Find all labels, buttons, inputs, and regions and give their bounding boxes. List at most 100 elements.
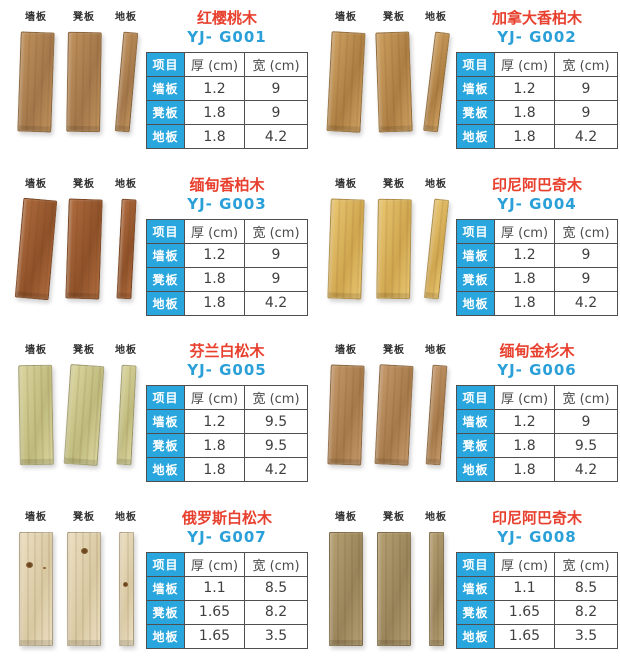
col-header-thickness: 厚 (cm) — [494, 385, 555, 410]
bench-thickness-value: 1.8 — [184, 100, 245, 125]
bench-thickness-value: 1.8 — [184, 433, 245, 458]
bench-board-column: 凳板 — [370, 335, 418, 500]
product-title: 俄罗斯白松木 — [181, 508, 272, 527]
row-label-bench: 凳板 — [146, 266, 185, 292]
floor-board-image — [425, 364, 447, 466]
bench-board-label: 凳板 — [73, 345, 95, 356]
bench-board-image — [377, 531, 411, 646]
spec-header-row: 项目 厚 (cm) 宽 (cm) — [456, 385, 618, 410]
wall-board-image — [329, 531, 363, 646]
spec-row-floor: 地板 1.8 4.2 — [456, 290, 618, 316]
row-label-bench: 凳板 — [456, 433, 495, 458]
spec-row-wall: 墙板 1.2 9 — [456, 242, 618, 268]
bench-thickness-value: 1.8 — [494, 433, 555, 458]
spec-table: 项目 厚 (cm) 宽 (cm) 墙板 1.2 9 凳板 1.8 9 地板 1.… — [456, 218, 618, 316]
product-info: 印尼阿巴奇木 YJ- G008 项目 厚 (cm) 宽 (cm) 墙板 1.1 … — [456, 500, 620, 666]
spec-row-wall: 墙板 1.2 9 — [456, 409, 618, 434]
board-photo-area: 墙板 凳板 地板 — [310, 0, 456, 167]
wall-width-value: 9 — [554, 409, 618, 434]
wall-board-image — [326, 31, 366, 133]
row-label-floor: 地板 — [456, 124, 495, 149]
floor-board-column: 地板 — [418, 169, 454, 334]
bench-thickness-value: 1.65 — [184, 599, 245, 625]
bench-board-image — [374, 364, 414, 466]
floor-board-label: 地板 — [425, 12, 447, 23]
wall-board-label: 墙板 — [335, 12, 357, 23]
floor-board-column: 地板 — [418, 502, 454, 666]
bench-width-value: 9 — [554, 100, 618, 125]
spec-table: 项目 厚 (cm) 宽 (cm) 墙板 1.2 9 凳板 1.8 9.5 地板 … — [456, 385, 618, 482]
spec-row-floor: 地板 1.8 4.2 — [146, 457, 308, 482]
floor-board-image — [118, 531, 134, 646]
row-label-floor: 地板 — [456, 290, 495, 316]
bench-width-value: 8.2 — [554, 599, 618, 625]
bench-width-value: 9 — [244, 100, 308, 125]
spec-row-bench: 凳板 1.8 9 — [146, 266, 308, 292]
spec-row-bench: 凳板 1.8 9 — [456, 266, 618, 292]
floor-board-label: 地板 — [115, 511, 137, 523]
col-header-width: 宽 (cm) — [554, 218, 618, 244]
product-info: 缅甸金杉木 YJ- G006 项目 厚 (cm) 宽 (cm) 墙板 1.2 9… — [456, 333, 620, 500]
wall-board-image — [327, 364, 365, 466]
floor-board-image — [423, 197, 449, 300]
spec-header-row: 项目 厚 (cm) 宽 (cm) — [456, 218, 618, 244]
floor-width-value: 4.2 — [554, 124, 618, 149]
product-card: 墙板 凳板 地板 加拿大香柏木 YJ- G002 项目 厚 (cm) 宽 (cm… — [310, 0, 620, 167]
col-header-width: 宽 (cm) — [244, 52, 308, 77]
col-header-item: 项目 — [146, 385, 185, 410]
spec-row-floor: 地板 1.8 4.2 — [456, 457, 618, 482]
board-photo-area: 墙板 凳板 地板 — [310, 333, 456, 500]
spec-row-floor: 地板 1.65 3.5 — [456, 623, 618, 649]
spec-row-wall: 墙板 1.2 9.5 — [146, 409, 308, 434]
product-title: 缅甸香柏木 — [189, 175, 265, 194]
bench-board-column: 凳板 — [370, 502, 418, 666]
row-label-wall: 墙板 — [456, 76, 495, 101]
row-label-floor: 地板 — [146, 290, 185, 316]
floor-board-label: 地板 — [425, 178, 447, 190]
floor-thickness-value: 1.65 — [494, 623, 555, 649]
col-header-width: 宽 (cm) — [244, 218, 308, 244]
wall-board-label: 墙板 — [25, 345, 47, 356]
col-header-thickness: 厚 (cm) — [184, 218, 245, 244]
spec-table: 项目 厚 (cm) 宽 (cm) 墙板 1.2 9 凳板 1.8 9 地板 1.… — [146, 52, 308, 149]
row-label-wall: 墙板 — [146, 242, 185, 268]
product-title: 加拿大香柏木 — [491, 9, 582, 27]
wall-width-value: 9.5 — [244, 409, 308, 434]
spec-row-floor: 地板 1.8 4.2 — [456, 124, 618, 149]
floor-thickness-value: 1.8 — [494, 124, 555, 149]
bench-board-label: 凳板 — [383, 12, 405, 23]
spec-header-row: 项目 厚 (cm) 宽 (cm) — [146, 218, 308, 244]
floor-board-column: 地板 — [108, 502, 144, 666]
floor-width-value: 4.2 — [554, 457, 618, 482]
bench-width-value: 9 — [554, 266, 618, 292]
bench-board-image — [66, 31, 102, 133]
col-header-width: 宽 (cm) — [554, 52, 618, 77]
product-card: 墙板 凳板 地板 印尼阿巴奇木 YJ- G008 项目 厚 (cm) 宽 (cm… — [310, 500, 620, 666]
spec-header-row: 项目 厚 (cm) 宽 (cm) — [146, 551, 308, 577]
floor-board-label: 地板 — [115, 178, 137, 190]
product-info: 俄罗斯白松木 YJ- G007 项目 厚 (cm) 宽 (cm) 墙板 1.1 … — [146, 500, 310, 666]
col-header-item: 项目 — [456, 218, 495, 244]
wall-board-image — [19, 531, 53, 646]
spec-table: 项目 厚 (cm) 宽 (cm) 墙板 1.1 8.5 凳板 1.65 8.2 … — [146, 551, 308, 649]
floor-board-image — [422, 31, 450, 133]
floor-board-label: 地板 — [115, 12, 137, 23]
spec-row-wall: 墙板 1.1 8.5 — [456, 575, 618, 601]
wall-board-column: 墙板 — [322, 502, 370, 666]
bench-width-value: 9.5 — [554, 433, 618, 458]
floor-width-value: 4.2 — [554, 290, 618, 316]
col-header-item: 项目 — [456, 385, 495, 410]
spec-row-wall: 墙板 1.2 9 — [146, 242, 308, 268]
board-photo-area: 墙板 凳板 地板 — [310, 500, 456, 666]
product-model-code: YJ- G004 — [497, 194, 577, 213]
wall-board-column: 墙板 — [12, 169, 60, 334]
wall-board-label: 墙板 — [335, 178, 357, 190]
wall-width-value: 9 — [244, 242, 308, 268]
row-label-floor: 地板 — [456, 457, 495, 482]
spec-row-bench: 凳板 1.65 8.2 — [146, 599, 308, 625]
floor-board-image — [114, 31, 138, 133]
row-label-floor: 地板 — [146, 623, 185, 649]
bench-board-label: 凳板 — [73, 178, 95, 190]
spec-row-bench: 凳板 1.8 9 — [456, 100, 618, 125]
col-header-thickness: 厚 (cm) — [494, 52, 555, 77]
